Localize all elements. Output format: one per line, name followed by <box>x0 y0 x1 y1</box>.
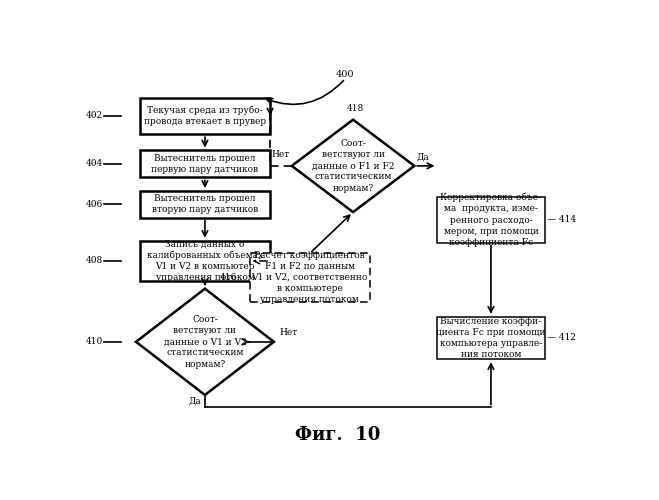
Text: Расчет коэффициентов
F1 и F2 по данным
V1 и V2, соответственно
в компьютере
упра: Расчет коэффициентов F1 и F2 по данным V… <box>252 251 368 304</box>
Polygon shape <box>136 288 274 395</box>
Text: Соот-
ветствуют ли
данные о F1 и F2
статистическим
нормам?: Соот- ветствуют ли данные о F1 и F2 стат… <box>312 139 394 192</box>
Bar <box>140 150 270 178</box>
Text: 402: 402 <box>86 112 103 120</box>
Text: Нет: Нет <box>271 150 289 159</box>
Text: Да: Да <box>417 152 430 162</box>
Polygon shape <box>292 120 415 212</box>
Text: 408: 408 <box>86 256 103 266</box>
Text: Текучая среда из трубо-
провода втекает в прувер: Текучая среда из трубо- провода втекает … <box>144 106 266 126</box>
Bar <box>438 196 544 243</box>
Text: Фиг.  10: Фиг. 10 <box>295 426 380 444</box>
Text: Вытеснитель прошел
первую пару датчиков: Вытеснитель прошел первую пару датчиков <box>152 154 258 174</box>
Text: — 414: — 414 <box>547 216 576 224</box>
Text: Соот-
ветствуют ли
данные о V1 и V2
статистическим
нормам?: Соот- ветствуют ли данные о V1 и V2 стат… <box>163 315 246 368</box>
Text: 400: 400 <box>336 70 355 78</box>
Bar <box>140 191 270 218</box>
Bar <box>140 98 270 134</box>
Text: 416: 416 <box>219 273 237 282</box>
Text: 406: 406 <box>86 200 103 209</box>
Bar <box>250 254 370 302</box>
Text: 404: 404 <box>86 160 103 168</box>
Bar <box>438 317 544 359</box>
Text: Нет: Нет <box>279 328 297 337</box>
Text: Вычисление коэффи-
циента Fc при помощи
компьютера управле-
ния потоком: Вычисление коэффи- циента Fc при помощи … <box>436 317 546 359</box>
Text: — 412: — 412 <box>547 334 576 342</box>
Text: 410: 410 <box>86 338 103 346</box>
Text: Да: Да <box>188 397 201 406</box>
Text: Вытеснитель прошел
вторую пару датчиков: Вытеснитель прошел вторую пару датчиков <box>152 194 258 214</box>
Text: 418: 418 <box>347 104 364 112</box>
Text: Корректировка объе-
ма  продукта, изме-
ренного расходо-
мером, при помощи
коэфф: Корректировка объе- ма продукта, изме- р… <box>440 193 542 246</box>
Bar <box>140 241 270 281</box>
Text: Запись данных о
калиброванных объемах
V1 и V2 в компьютер
управления потоком: Запись данных о калиброванных объемах V1… <box>147 240 263 282</box>
